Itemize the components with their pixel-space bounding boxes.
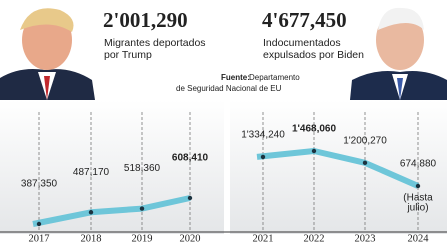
x-tick-label: 2020: [180, 233, 201, 244]
x-tick-label: 2023: [355, 233, 376, 244]
point: [363, 161, 367, 165]
point: [416, 184, 420, 188]
source: de Seguridad Nacional de EU: [176, 84, 282, 93]
point: [37, 222, 41, 226]
x-tick-label: 2021: [253, 233, 274, 244]
value-label: 1'334,240: [241, 130, 285, 141]
right-total: 4'677,450: [262, 8, 347, 32]
point: [140, 206, 144, 210]
point: [89, 210, 93, 214]
value-label: 1'200,270: [343, 135, 387, 146]
x-tick-label: 2018: [81, 233, 102, 244]
point: [312, 149, 316, 153]
x-tick-label: 2022: [304, 233, 325, 244]
left-total: 2'001,290: [103, 8, 188, 32]
value-label: 674,880: [400, 159, 437, 170]
value-label: 387,350: [21, 179, 58, 190]
source: Departamento: [249, 73, 300, 82]
infographic: 2'001,290 Migrantes deportados por Trump…: [0, 0, 447, 244]
left-text: por Trump: [104, 49, 152, 61]
x-tick-label: 2017: [29, 233, 50, 244]
right-text: expulsados por Biden: [263, 49, 364, 61]
note: julio): [406, 203, 428, 214]
value-label: 608,410: [172, 153, 209, 164]
right-text: Indocumentados: [263, 37, 341, 49]
value-label: 518,360: [124, 163, 161, 174]
value-label: 487,170: [73, 167, 110, 178]
point: [261, 155, 265, 159]
point: [188, 196, 192, 200]
x-tick-label: 2019: [132, 233, 153, 244]
x-tick-label: 2024: [408, 233, 430, 244]
source-label: Fuente:: [221, 73, 250, 82]
value-label: 1'468,060: [292, 124, 337, 135]
left-text: Migrantes deportados: [104, 37, 206, 49]
